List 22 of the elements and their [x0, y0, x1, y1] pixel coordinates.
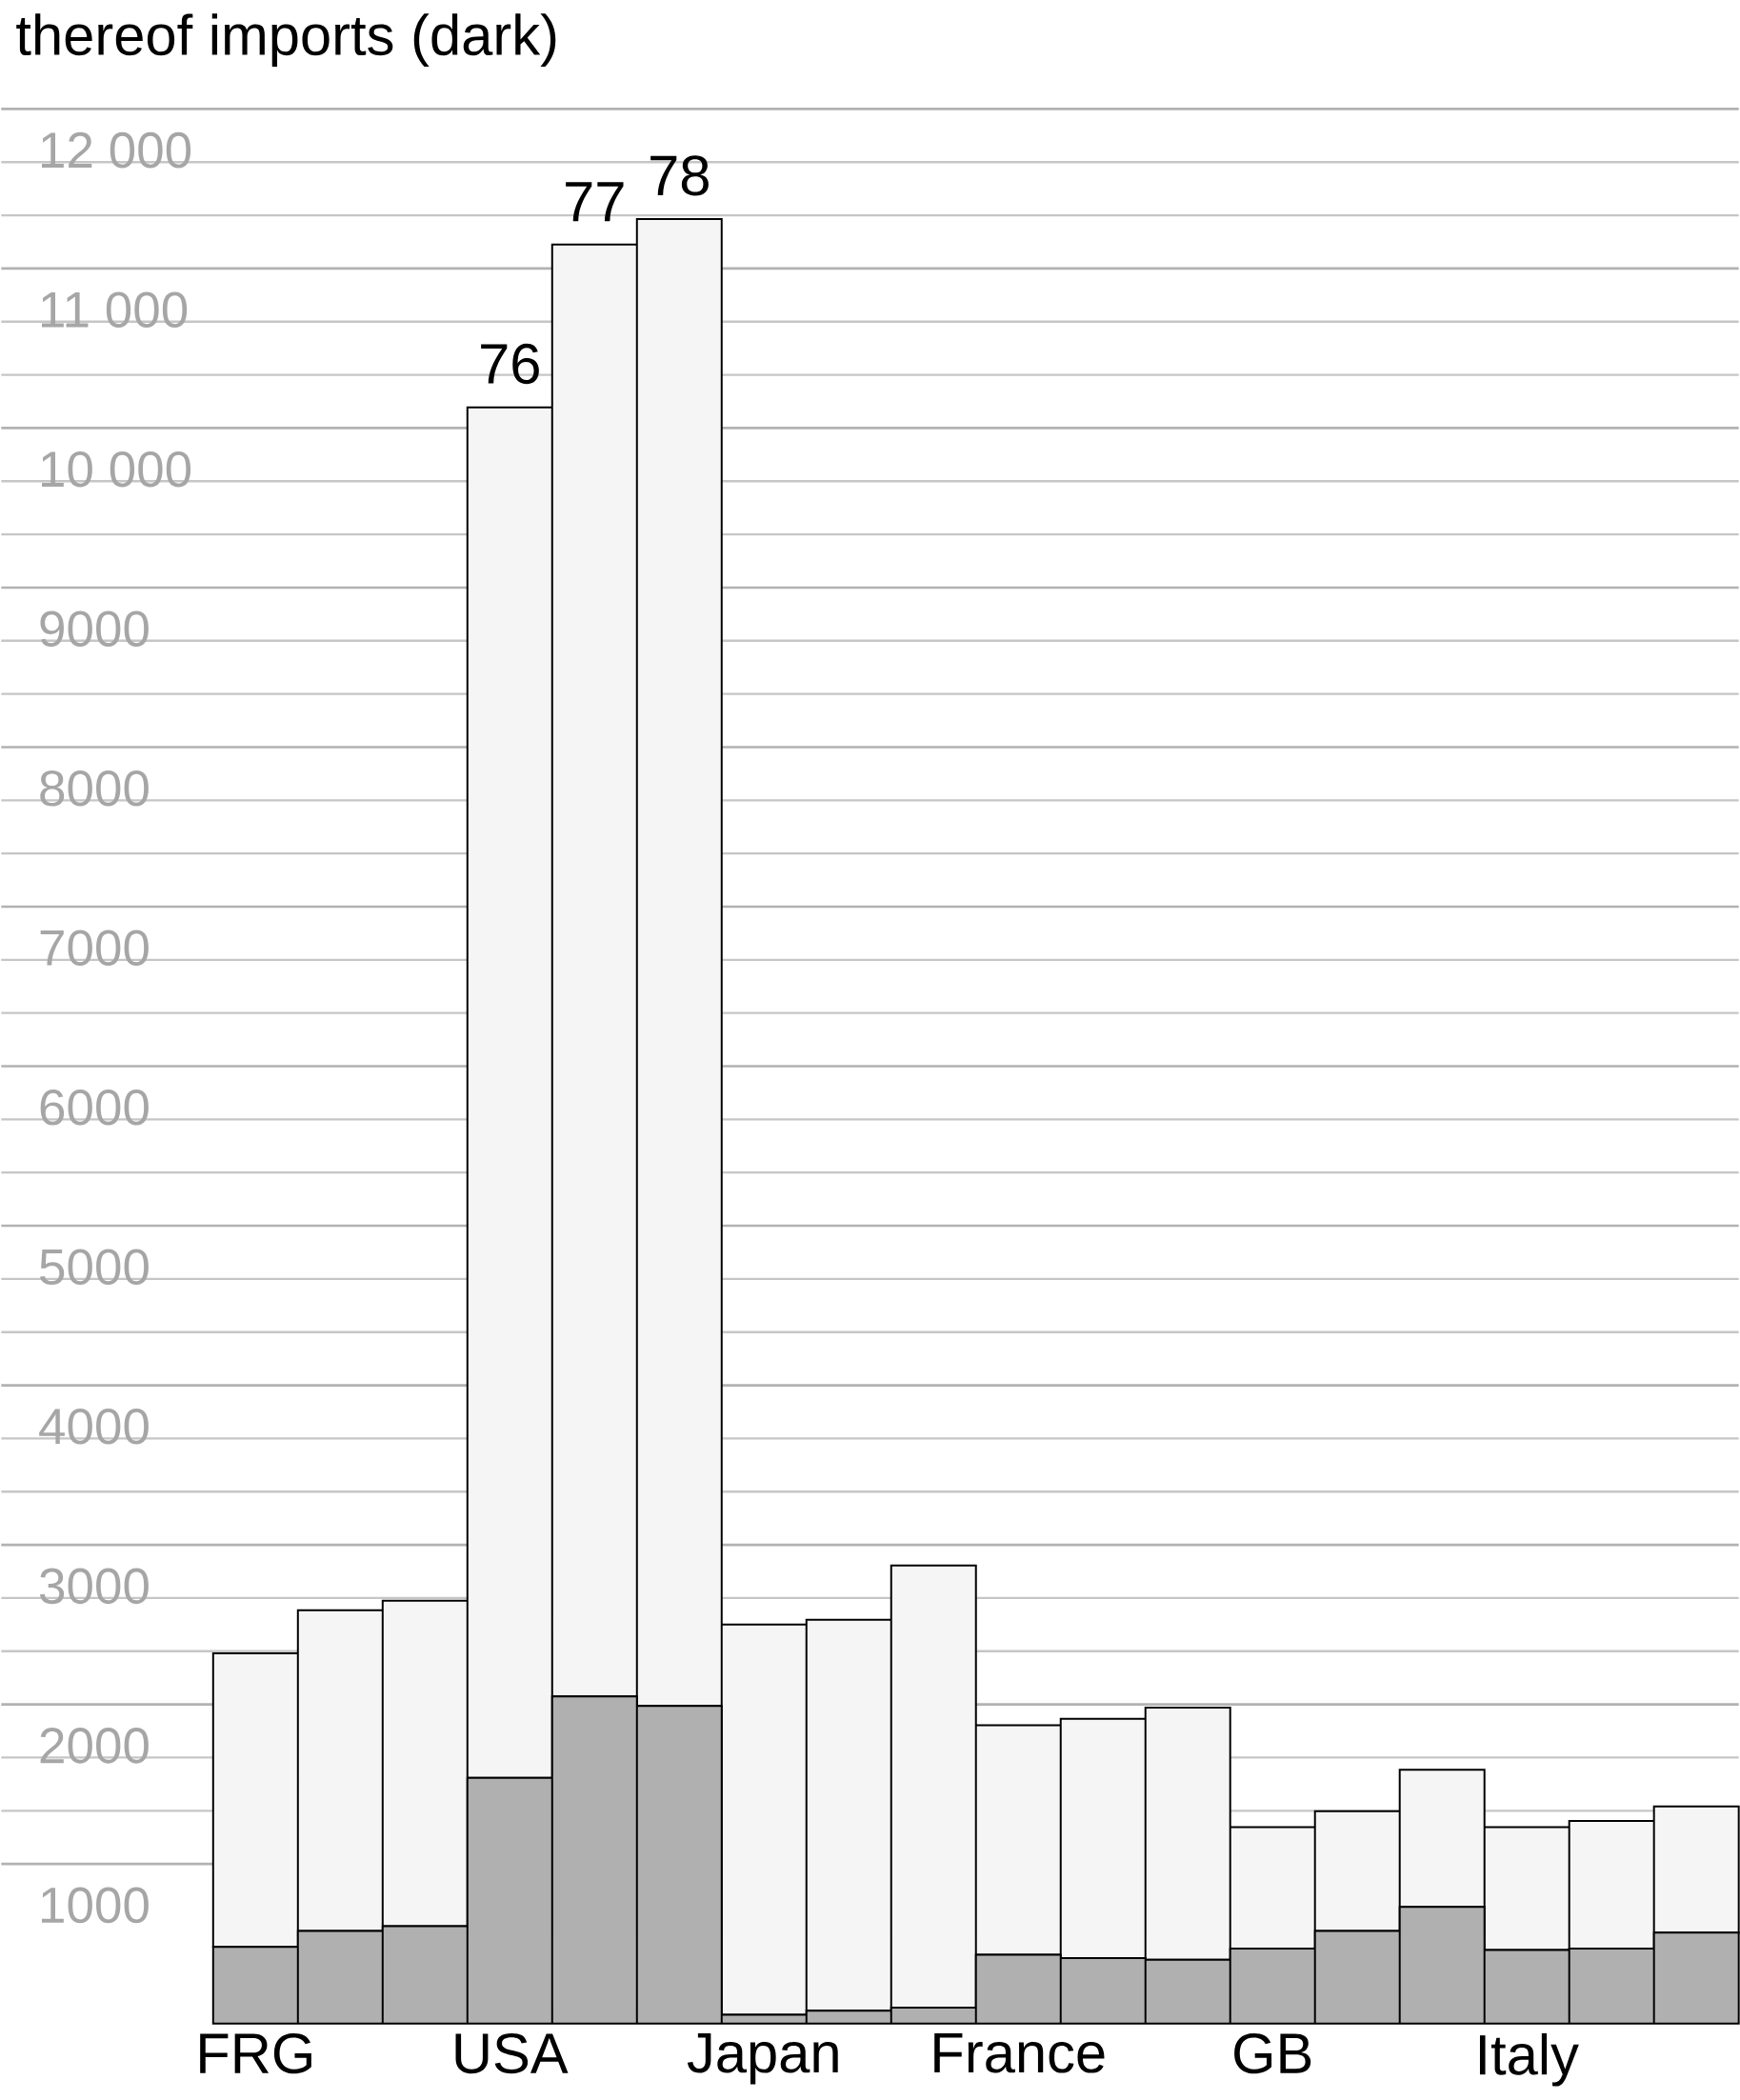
y-tick-label: 6000 — [40, 1090, 149, 1126]
x-tick-label: GB — [1234, 2032, 1311, 2074]
y-tick-label: 11 000 — [42, 291, 188, 328]
chart-title: thereof imports (dark) — [16, 13, 556, 67]
y-tick-label: 3000 — [39, 1568, 149, 1605]
y-tick-label: 1000 — [42, 1887, 149, 1924]
y-tick-label: 12 000 — [42, 131, 191, 169]
y-tick-label: 10 000 — [42, 450, 191, 488]
x-tick-label: FRG — [200, 2032, 311, 2074]
y-tick-label: 9000 — [40, 610, 149, 647]
x-tick-label: USA — [455, 2032, 569, 2074]
annotation: 76 — [481, 343, 539, 385]
y-tick-label: 8000 — [40, 770, 149, 807]
y-tick-label: 5000 — [40, 1249, 149, 1286]
x-tick-label: France — [934, 2032, 1105, 2073]
y-tick-label: 7000 — [40, 930, 149, 967]
y-tick-label: 2000 — [40, 1728, 149, 1764]
x-tick-label: Japan — [687, 2032, 838, 2085]
annotation: 78 — [650, 155, 709, 196]
x-tick-label: Italy — [1479, 2032, 1579, 2087]
annotation: 77 — [566, 182, 624, 222]
y-tick-label: 4000 — [39, 1409, 149, 1445]
